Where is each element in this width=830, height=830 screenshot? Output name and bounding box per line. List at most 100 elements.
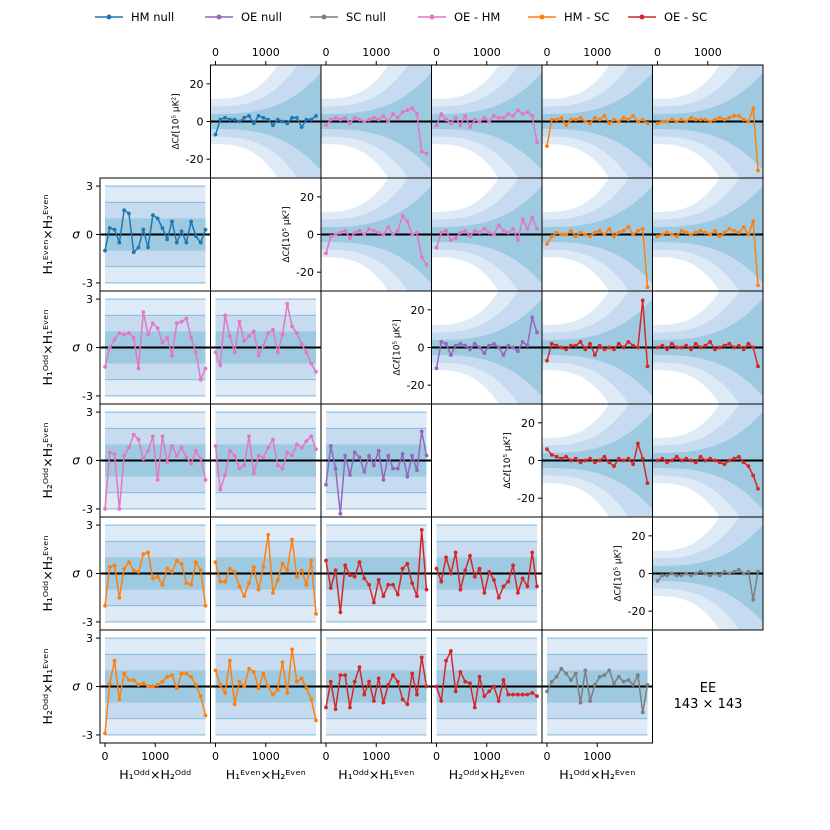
data-point [371, 463, 376, 468]
data-point [179, 671, 184, 676]
data-point [530, 215, 535, 220]
data-point [362, 692, 367, 697]
data-point [520, 339, 525, 344]
data-point [722, 230, 727, 235]
data-point [698, 345, 703, 350]
data-point [530, 550, 535, 555]
sigma-panel [541, 629, 653, 744]
data-point [333, 115, 338, 120]
data-point [376, 117, 381, 122]
data-point [511, 345, 515, 350]
data-point [621, 228, 626, 233]
y-tick-label: 0 [639, 568, 646, 581]
sigma-axis-label: σ [72, 228, 80, 242]
data-point [583, 119, 588, 124]
data-point [727, 571, 732, 576]
data-point [520, 576, 525, 581]
data-point [453, 689, 458, 694]
legend-label: SC null [346, 10, 386, 24]
data-point [112, 452, 117, 456]
data-point [419, 655, 424, 660]
data-point [689, 458, 693, 463]
data-point [261, 455, 266, 460]
data-point [597, 343, 602, 348]
data-point [660, 573, 665, 578]
data-point [141, 456, 146, 461]
data-point [674, 234, 679, 239]
panel-content [652, 404, 763, 517]
data-point [439, 579, 444, 584]
data-point [256, 587, 261, 592]
data-point [107, 345, 112, 350]
panel-content [100, 298, 211, 397]
column-label: H₁ᴱᵛᵉⁿ×H₂ᴱᵛᵉⁿ [226, 767, 306, 782]
data-point [453, 343, 458, 348]
y-tick-label: -20 [628, 605, 646, 618]
data-point [194, 448, 198, 453]
data-point [405, 561, 410, 566]
data-point [492, 113, 496, 118]
x-tick-label: 0 [433, 750, 440, 763]
data-point [545, 447, 549, 452]
data-point [362, 469, 367, 474]
data-point [640, 226, 645, 231]
data-point [179, 319, 184, 324]
data-point [746, 119, 751, 124]
data-point [496, 595, 501, 600]
data-point [371, 600, 376, 605]
data-point [703, 571, 708, 576]
data-point [549, 117, 554, 122]
data-point [367, 117, 371, 122]
data-point [463, 228, 468, 233]
data-point [352, 115, 357, 120]
data-point [458, 341, 463, 346]
x-tick-label: 0 [102, 750, 109, 763]
data-point [487, 230, 492, 235]
data-point [453, 236, 458, 241]
data-point [131, 678, 136, 682]
legend-swatch-marker [539, 14, 545, 20]
legend-label: OE - SC [664, 10, 707, 24]
x-tick-label: 1000 [252, 46, 280, 59]
data-point [559, 666, 564, 671]
sigma-panel [99, 177, 211, 292]
data-point [655, 234, 660, 239]
data-point [741, 117, 746, 122]
x-tick-label: 1000 [473, 750, 501, 763]
data-point [439, 699, 444, 703]
data-point [703, 343, 708, 348]
data-point [227, 334, 232, 339]
data-point [525, 110, 530, 114]
data-point [515, 238, 520, 243]
data-point [395, 592, 400, 597]
data-point [218, 363, 223, 368]
data-point [698, 454, 703, 459]
panel-content [100, 411, 211, 511]
data-point [727, 458, 732, 463]
data-point [131, 250, 136, 255]
data-point [736, 454, 741, 459]
data-point [352, 679, 357, 684]
data-point [703, 458, 708, 463]
data-point [665, 573, 669, 578]
data-point [612, 117, 616, 122]
data-point [616, 119, 621, 124]
data-point [381, 700, 386, 705]
panel-content [210, 65, 321, 178]
panel-content [321, 65, 432, 178]
row-label: H₁ᴱᵛᵉⁿ×H₂ᴱᵛᵉⁿ [40, 194, 55, 274]
data-point [501, 228, 506, 233]
data-point [419, 429, 424, 434]
data-point [386, 582, 391, 587]
data-point [160, 434, 165, 439]
data-point [717, 115, 722, 120]
data-point [381, 477, 386, 482]
data-point [626, 678, 631, 682]
column-label: H₁ᴼᵈᵈ×H₁ᴱᵛᵉⁿ [338, 767, 414, 782]
panel-content [652, 178, 763, 291]
data-point [256, 113, 261, 118]
data-point [136, 569, 141, 574]
data-point [713, 347, 717, 352]
panel-content [431, 65, 542, 178]
data-point [439, 112, 444, 116]
